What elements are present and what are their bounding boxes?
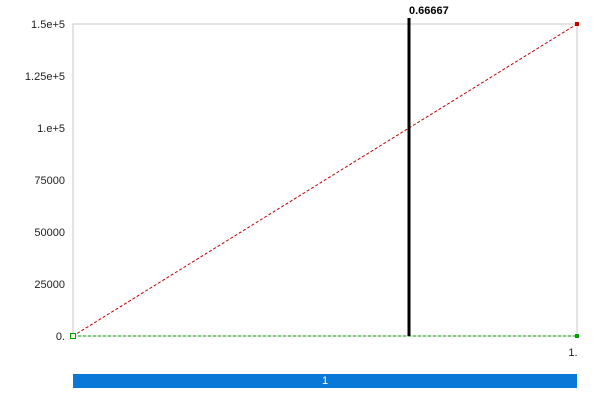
y-tick-label: 50000 [34,227,65,239]
y-tick-label: 1.25e+5 [25,71,65,83]
y-tick-label: 1.5e+5 [31,19,65,31]
y-tick-label: 1.e+5 [37,123,65,135]
data-point [575,22,579,26]
timeline-bar[interactable]: 1 [73,374,577,388]
x-tick-label: 1. [568,347,577,359]
y-tick-label: 75000 [34,175,65,187]
y-tick-label: 25000 [34,279,65,291]
start-marker [70,333,76,339]
series-line-1 [72,23,578,337]
probe-label: 0.66667 [409,5,449,17]
data-point [575,334,579,338]
y-tick-label: 0. [56,331,65,343]
